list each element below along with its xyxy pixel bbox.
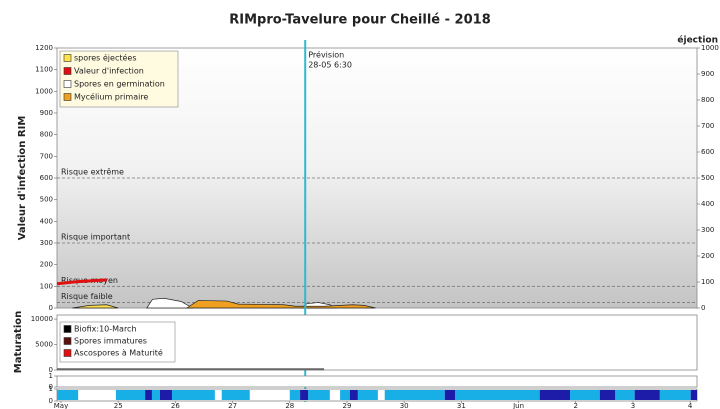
strip-segment [659, 390, 691, 400]
strip-segment [300, 390, 309, 400]
risk-label: Risque faible [61, 292, 113, 301]
strip-segment [151, 390, 160, 400]
y2-tick-label: 900 [701, 70, 714, 78]
risk-label: Risque important [61, 233, 130, 242]
y-axis-title: Valeur d'infection RIM [17, 116, 28, 241]
y-tick-label: 900 [40, 109, 53, 117]
strip-segment [57, 390, 79, 400]
risk-label: Risque extrême [61, 167, 124, 177]
x-tick-label: 3 [631, 402, 635, 409]
y2-tick-label: 400 [701, 200, 714, 208]
legend-label: Biofix:10-March [74, 325, 137, 334]
strip-segment [539, 390, 571, 400]
forecast-label: Prévision [308, 50, 344, 60]
y2-tick-label: 100 [701, 278, 714, 286]
forecast-date: 28-05 6:30 [308, 61, 352, 70]
y-tick-label: 300 [40, 239, 53, 247]
x-tick-label: 28 [285, 402, 294, 409]
series-area [72, 304, 119, 309]
strip-segment [634, 390, 660, 400]
legend-swatch [63, 93, 72, 101]
legend-label: Spores en germination [74, 80, 165, 89]
y-axis-title: Maturation [13, 311, 24, 373]
strip-segment [690, 390, 697, 400]
strip-segment [384, 390, 445, 400]
x-tick-label: 27 [228, 402, 237, 409]
y2-tick-label: 300 [701, 226, 714, 234]
series-area [185, 300, 376, 309]
legend-label: spores éjectées [74, 53, 137, 63]
strip-segment [599, 390, 616, 400]
series-area [146, 297, 194, 309]
y-tick-label: 1100 [35, 66, 53, 74]
strip-segment [171, 390, 215, 400]
x-tick-label: Jun [512, 402, 524, 409]
legend-swatch [63, 337, 72, 345]
y2-tick-label: 0 [701, 304, 705, 312]
y-tick-label: 800 [40, 131, 53, 139]
legend-label: Spores immatures [74, 337, 147, 346]
y-tick-label: 1 [49, 372, 53, 380]
x-tick-label: 26 [171, 402, 180, 409]
strip-segment [357, 390, 378, 400]
y-tick-label: 0 [49, 383, 53, 391]
strip-segment [340, 390, 350, 400]
y2-tick-label: 700 [701, 122, 714, 130]
legend-swatch [63, 80, 72, 88]
strip-segment [455, 390, 540, 400]
y2-tick-label: 600 [701, 148, 714, 156]
x-tick-label: 25 [114, 402, 123, 409]
strip-segment [221, 390, 250, 400]
strip-segment [349, 390, 358, 400]
legend-swatch [63, 54, 72, 62]
y-tick-label: 500 [40, 196, 53, 204]
x-tick-label: 30 [400, 402, 409, 409]
strip-segment [308, 390, 330, 400]
x-tick-label: 31 [457, 402, 466, 409]
legend-label: Valeur d'infection [74, 67, 144, 76]
y-tick-label: 10000 [31, 315, 53, 323]
y-tick-label: 600 [40, 174, 53, 182]
x-tick-label: 4 [688, 402, 693, 409]
y-tick-label: 400 [40, 217, 53, 225]
strip-segment [289, 390, 301, 400]
series-line [56, 278, 107, 286]
y-tick-label: 0 [49, 397, 53, 405]
y-tick-label: 100 [40, 282, 53, 290]
legend-swatch [63, 67, 72, 75]
y-tick-label: 1000 [35, 87, 53, 95]
legend-swatch [63, 325, 72, 333]
legend [59, 50, 179, 108]
legend-label: Mycélium primaire [74, 92, 148, 102]
y2-tick-label: 500 [701, 174, 714, 182]
strip-segment [444, 390, 456, 400]
y-tick-label: 700 [40, 152, 53, 160]
strip-segment [159, 390, 172, 400]
y-tick-label: 1200 [35, 44, 53, 52]
y-tick-label: 5000 [35, 341, 53, 349]
y-tick-label: 1 [49, 385, 53, 393]
legend-label: Ascospores à Maturité [74, 348, 163, 358]
legend [59, 321, 176, 363]
strip-segment [615, 390, 635, 400]
y-tick-label: 200 [40, 261, 53, 269]
x-tick-label: 29 [343, 402, 352, 409]
y2-tick-label: 800 [701, 96, 714, 104]
y2-tick-label: 200 [701, 252, 714, 260]
strip-segment [145, 390, 152, 400]
y-tick-label: 0 [49, 304, 53, 312]
y2-tick-label: 1000 [701, 44, 719, 52]
plot-area [56, 375, 698, 388]
legend-swatch [63, 349, 72, 357]
chart-title: RIMpro-Tavelure pour Cheillé - 2018 [229, 13, 491, 28]
y2-axis-title: éjection [677, 35, 718, 46]
x-tick-label: May [54, 402, 68, 409]
strip-segment [570, 390, 600, 400]
strip-segment [115, 390, 146, 400]
y-tick-label: 0 [49, 366, 53, 374]
x-tick-label: 2 [574, 402, 578, 409]
